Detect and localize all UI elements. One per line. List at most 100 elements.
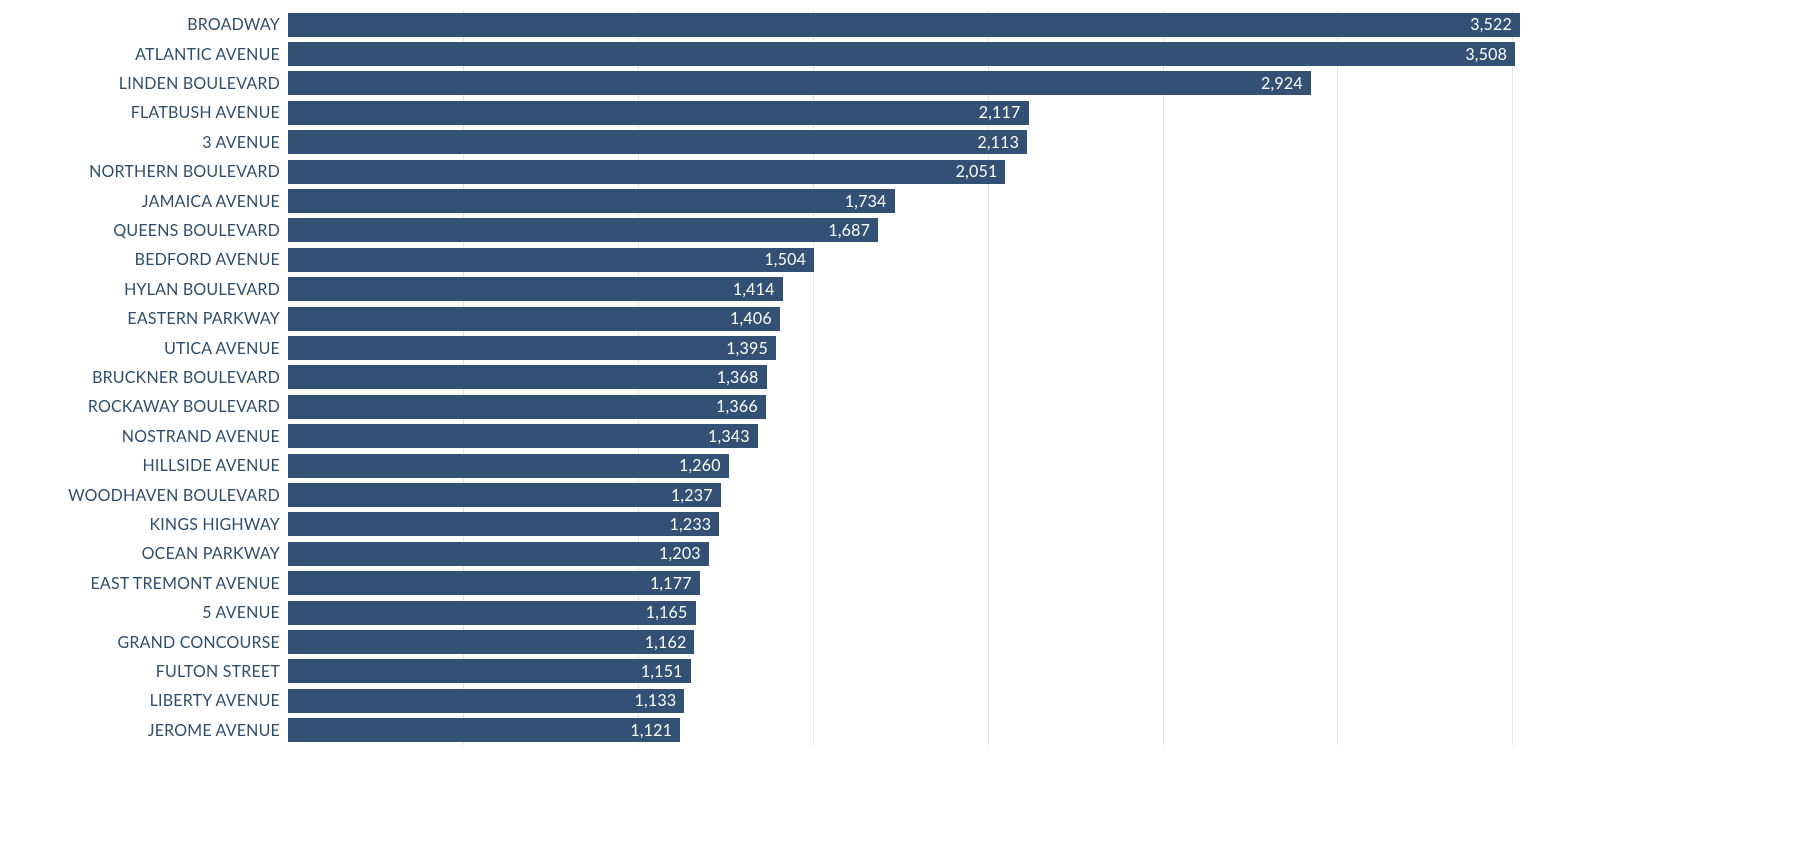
bar-value-label: 2,051 [956, 162, 1006, 181]
bar-wrap: 1,368 [288, 365, 767, 389]
bar-row: EAST TREMONT AVENUE 1,177 [20, 569, 1790, 598]
bar: 3,522 [288, 13, 1520, 37]
bar-wrap: 1,203 [288, 542, 709, 566]
bar-wrap: 1,260 [288, 454, 729, 478]
category-label: FULTON STREET [20, 662, 280, 681]
bar-wrap: 3,508 [288, 42, 1515, 66]
category-label: 3 AVENUE [20, 133, 280, 152]
bar-value-label: 1,203 [659, 544, 709, 563]
bar: 2,924 [288, 71, 1311, 95]
bar-wrap: 1,133 [288, 689, 684, 713]
category-label: FLATBUSH AVENUE [20, 103, 280, 122]
bar-row: EASTERN PARKWAY1,406 [20, 304, 1790, 333]
bar: 1,734 [288, 189, 895, 213]
bar-wrap: 1,177 [288, 571, 700, 595]
bar-row: FLATBUSH AVENUE 2,117 [20, 98, 1790, 127]
category-label: NORTHERN BOULEVARD [20, 162, 280, 181]
bar-value-label: 2,113 [977, 133, 1027, 152]
bar-value-label: 1,151 [641, 662, 691, 681]
bar-row: LIBERTY AVENUE 1,133 [20, 686, 1790, 715]
bar: 2,051 [288, 160, 1005, 184]
category-label: ATLANTIC AVENUE [20, 45, 280, 64]
category-label: LIBERTY AVENUE [20, 691, 280, 710]
bar: 2,117 [288, 101, 1029, 125]
bar-wrap: 2,924 [288, 71, 1311, 95]
bar-wrap: 3,522 [288, 13, 1520, 37]
bar-row: BROADWAY 3,522 [20, 10, 1790, 39]
bar-wrap: 1,687 [288, 218, 878, 242]
bar-row: HILLSIDE AVENUE1,260 [20, 451, 1790, 480]
bar-value-label: 1,406 [730, 309, 780, 328]
bar-wrap: 1,395 [288, 336, 776, 360]
bar-value-label: 1,237 [671, 486, 721, 505]
horizontal-bar-chart: BROADWAY 3,522 ATLANTIC AVENUE 3,508 LINDEN … [20, 10, 1790, 831]
category-label: UTICA AVENUE [20, 339, 280, 358]
bar-row: FULTON STREET 1,151 [20, 657, 1790, 686]
category-label: KINGS HIGHWAY [20, 515, 280, 534]
bar-row: 3 AVENUE 2,113 [20, 128, 1790, 157]
bar: 2,113 [288, 130, 1027, 154]
category-label: BROADWAY [20, 15, 280, 34]
bar-wrap: 1,162 [288, 630, 694, 654]
bar-value-label: 1,734 [845, 192, 895, 211]
bar-row: ROCKAWAY BOULEVARD 1,366 [20, 392, 1790, 421]
bar-wrap: 1,151 [288, 659, 691, 683]
category-label: JEROME AVENUE [20, 721, 280, 740]
category-label: EAST TREMONT AVENUE [20, 574, 280, 593]
bar-row: JEROME AVENUE 1,121 [20, 716, 1790, 745]
category-label: ROCKAWAY BOULEVARD [20, 397, 280, 416]
category-label: GRAND CONCOURSE [20, 633, 280, 652]
bar: 1,203 [288, 542, 709, 566]
bar-wrap: 1,734 [288, 189, 895, 213]
bar: 1,687 [288, 218, 878, 242]
category-label: 5 AVENUE [20, 603, 280, 622]
bar: 1,414 [288, 277, 783, 301]
bar-wrap: 1,165 [288, 601, 696, 625]
bar-row: ATLANTIC AVENUE 3,508 [20, 39, 1790, 68]
bar-row: NOSTRAND AVENUE 1,343 [20, 422, 1790, 451]
bar-wrap: 1,414 [288, 277, 783, 301]
bar-row: NORTHERN BOULEVARD 2,051 [20, 157, 1790, 186]
bar-value-label: 1,162 [645, 633, 695, 652]
bar-value-label: 1,368 [717, 368, 767, 387]
category-label: BEDFORD AVENUE [20, 250, 280, 269]
bar-row: LINDEN BOULEVARD2,924 [20, 69, 1790, 98]
bar-row: KINGS HIGHWAY 1,233 [20, 510, 1790, 539]
bar-wrap: 1,504 [288, 248, 814, 272]
bar-value-label: 1,414 [733, 280, 783, 299]
category-label: JAMAICA AVENUE [20, 192, 280, 211]
bar-row: JAMAICA AVENUE 1,734 [20, 186, 1790, 215]
bar-value-label: 1,366 [716, 397, 766, 416]
category-label: HYLAN BOULEVARD [20, 280, 280, 299]
bar-value-label: 1,133 [635, 691, 685, 710]
bar-value-label: 1,177 [650, 574, 700, 593]
bar: 1,406 [288, 307, 780, 331]
category-label: NOSTRAND AVENUE [20, 427, 280, 446]
bar-wrap: 2,113 [288, 130, 1027, 154]
bar-value-label: 2,117 [979, 103, 1029, 122]
bar: 1,121 [288, 718, 680, 742]
bar-value-label: 1,687 [828, 221, 878, 240]
bar-value-label: 3,508 [1465, 45, 1515, 64]
bar: 1,162 [288, 630, 694, 654]
bar-value-label: 1,165 [646, 603, 696, 622]
bar-row: 5 AVENUE 1,165 [20, 598, 1790, 627]
bar: 3,508 [288, 42, 1515, 66]
bar-wrap: 1,233 [288, 512, 719, 536]
bar-row: BRUCKNER BOULEVARD1,368 [20, 363, 1790, 392]
bar-value-label: 1,233 [670, 515, 720, 534]
bar: 1,237 [288, 483, 721, 507]
bar-value-label: 1,121 [630, 721, 680, 740]
bar-wrap: 1,343 [288, 424, 758, 448]
bar: 1,177 [288, 571, 700, 595]
bar-row: OCEAN PARKWAY 1,203 [20, 539, 1790, 568]
bar-value-label: 1,260 [679, 456, 729, 475]
category-label: QUEENS BOULEVARD [20, 221, 280, 240]
category-label: OCEAN PARKWAY [20, 544, 280, 563]
bar-value-label: 1,395 [726, 339, 776, 358]
category-label: WOODHAVEN BOULEVARD [20, 486, 280, 505]
bar-wrap: 1,406 [288, 307, 780, 331]
bar-row: QUEENS BOULEVARD 1,687 [20, 216, 1790, 245]
bar: 1,133 [288, 689, 684, 713]
bar-row: GRAND CONCOURSE 1,162 [20, 627, 1790, 656]
